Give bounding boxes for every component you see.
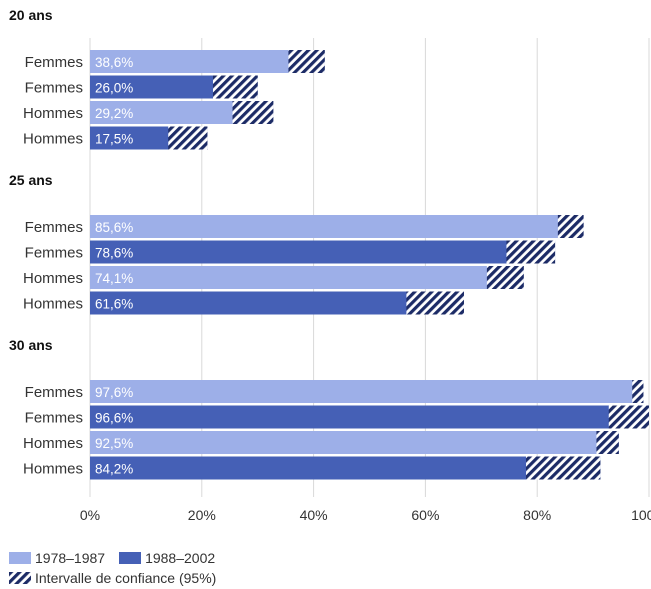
category-label: Femmes: [25, 245, 83, 262]
data-label: 85,6%: [95, 220, 133, 235]
legend-row-series: 1978–1987 1988–2002: [9, 548, 230, 568]
confidence-interval: [632, 380, 644, 403]
confidence-interval: [557, 215, 584, 238]
confidence-interval: [608, 405, 649, 429]
bar: [90, 291, 435, 315]
category-label: Femmes: [25, 384, 83, 401]
x-tick-label: 20%: [188, 507, 216, 523]
legend-swatch-1988-2002: [119, 552, 142, 564]
x-tick-label: 100%: [631, 507, 651, 523]
legend-label-1978-1987: 1978–1987: [35, 550, 106, 566]
data-label: 26,0%: [95, 81, 133, 96]
data-label: 84,2%: [95, 462, 133, 477]
data-label: 17,5%: [95, 132, 133, 147]
panel-title: 25 ans: [9, 172, 53, 188]
bar: [90, 380, 636, 403]
bar: [90, 126, 188, 150]
category-label: Femmes: [25, 54, 83, 71]
legend-label-1988-2002: 1988–2002: [145, 550, 216, 566]
bar: [90, 456, 561, 480]
category-label: Femmes: [25, 219, 83, 236]
x-tick-label: 40%: [300, 507, 328, 523]
bars: [90, 50, 649, 480]
category-label: Hommes: [23, 270, 83, 287]
x-tick-label: 80%: [523, 507, 551, 523]
confidence-interval: [232, 101, 274, 124]
labels: 0% 20% 40% 60% 80% 100% 20 ans 38,6% Femmes 26,0%…: [9, 7, 651, 523]
legend-row-ci: Intervalle de confiance (95%): [9, 568, 230, 588]
data-label: 92,5%: [95, 436, 133, 451]
confidence-interval: [526, 456, 601, 480]
legend-swatch-hatch: [9, 572, 31, 584]
legend-label-confidence-interval: Intervalle de confiance (95%): [35, 570, 217, 586]
chart: 0% 20% 40% 60% 80% 100% 20 ans 38,6% Femmes 26,0%…: [9, 7, 651, 523]
confidence-interval: [506, 240, 556, 264]
data-label: 61,6%: [95, 297, 133, 312]
bar: [90, 240, 530, 264]
x-tick-label: 60%: [411, 507, 439, 523]
confidence-interval: [212, 75, 258, 99]
category-label: Hommes: [23, 461, 83, 478]
confidence-interval: [486, 266, 524, 289]
legend-swatch-1978-1987: [9, 552, 31, 564]
panel-title: 20 ans: [9, 7, 53, 23]
bar: [90, 405, 630, 429]
legend-item-1988-2002: 1988–2002: [119, 550, 215, 566]
data-label: 78,6%: [95, 246, 133, 261]
bar: [90, 215, 569, 238]
category-label: Hommes: [23, 435, 83, 452]
data-label: 96,6%: [95, 411, 133, 426]
legend-item-confidence-interval: Intervalle de confiance (95%): [9, 570, 216, 586]
bar: [90, 431, 608, 454]
category-label: Femmes: [25, 410, 83, 427]
x-tick-label: 0%: [80, 507, 100, 523]
bar: [90, 101, 254, 124]
confidence-interval: [288, 50, 325, 73]
data-label: 38,6%: [95, 55, 133, 70]
legend: 1978–1987 1988–2002 Intervalle de confia…: [9, 548, 230, 588]
data-label: 29,2%: [95, 106, 133, 121]
panel-title: 30 ans: [9, 337, 53, 353]
category-label: Hommes: [23, 105, 83, 122]
data-label: 74,1%: [95, 271, 133, 286]
legend-item-1978-1987: 1978–1987: [9, 550, 105, 566]
category-label: Femmes: [25, 80, 83, 97]
category-label: Hommes: [23, 296, 83, 313]
confidence-interval: [596, 431, 619, 454]
data-label: 97,6%: [95, 385, 133, 400]
bar: [90, 266, 505, 289]
confidence-interval: [168, 126, 208, 150]
confidence-interval: [406, 291, 464, 315]
bar: [90, 75, 236, 99]
category-label: Hommes: [23, 131, 83, 148]
bar: [90, 50, 306, 73]
